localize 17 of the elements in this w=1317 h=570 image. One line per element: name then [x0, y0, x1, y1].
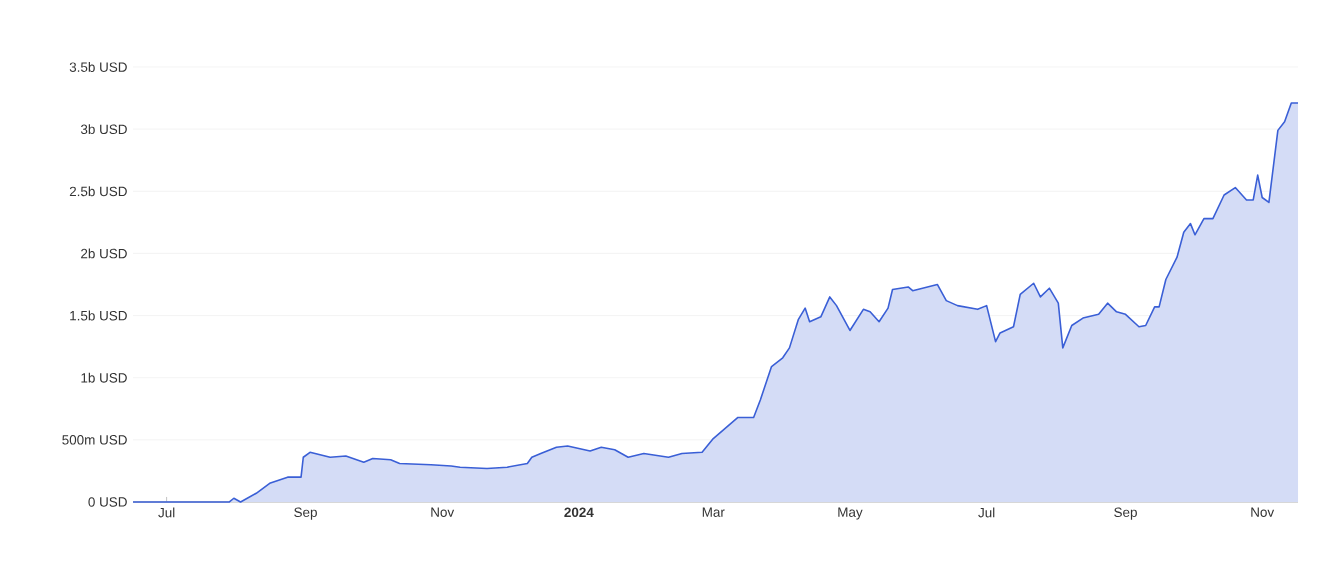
x-tick-label: 2024: [564, 507, 594, 518]
y-tick-label: 2.5b USD: [69, 186, 127, 197]
y-tick-label: 1.5b USD: [70, 310, 127, 321]
x-tick-label: May: [838, 507, 863, 520]
x-tick-label: Jul: [978, 507, 995, 518]
x-tick-label: Nov: [431, 507, 455, 517]
y-tick-label: 1b USD: [81, 372, 127, 383]
y-tick-label: 500m USD: [62, 435, 127, 445]
y-tick-label: 3.5b USD: [69, 62, 127, 72]
x-tick-label: Sep: [294, 507, 317, 520]
x-tick-label: Nov: [1251, 507, 1275, 517]
y-tick-label: 0 USD: [88, 497, 127, 507]
x-tick-label: Jul: [158, 507, 175, 518]
x-tick-label: Mar: [702, 507, 725, 517]
y-tick-label: 3b USD: [80, 124, 127, 135]
y-tick-label: 2b USD: [81, 248, 127, 259]
x-tick-label: Sep: [1114, 507, 1137, 520]
